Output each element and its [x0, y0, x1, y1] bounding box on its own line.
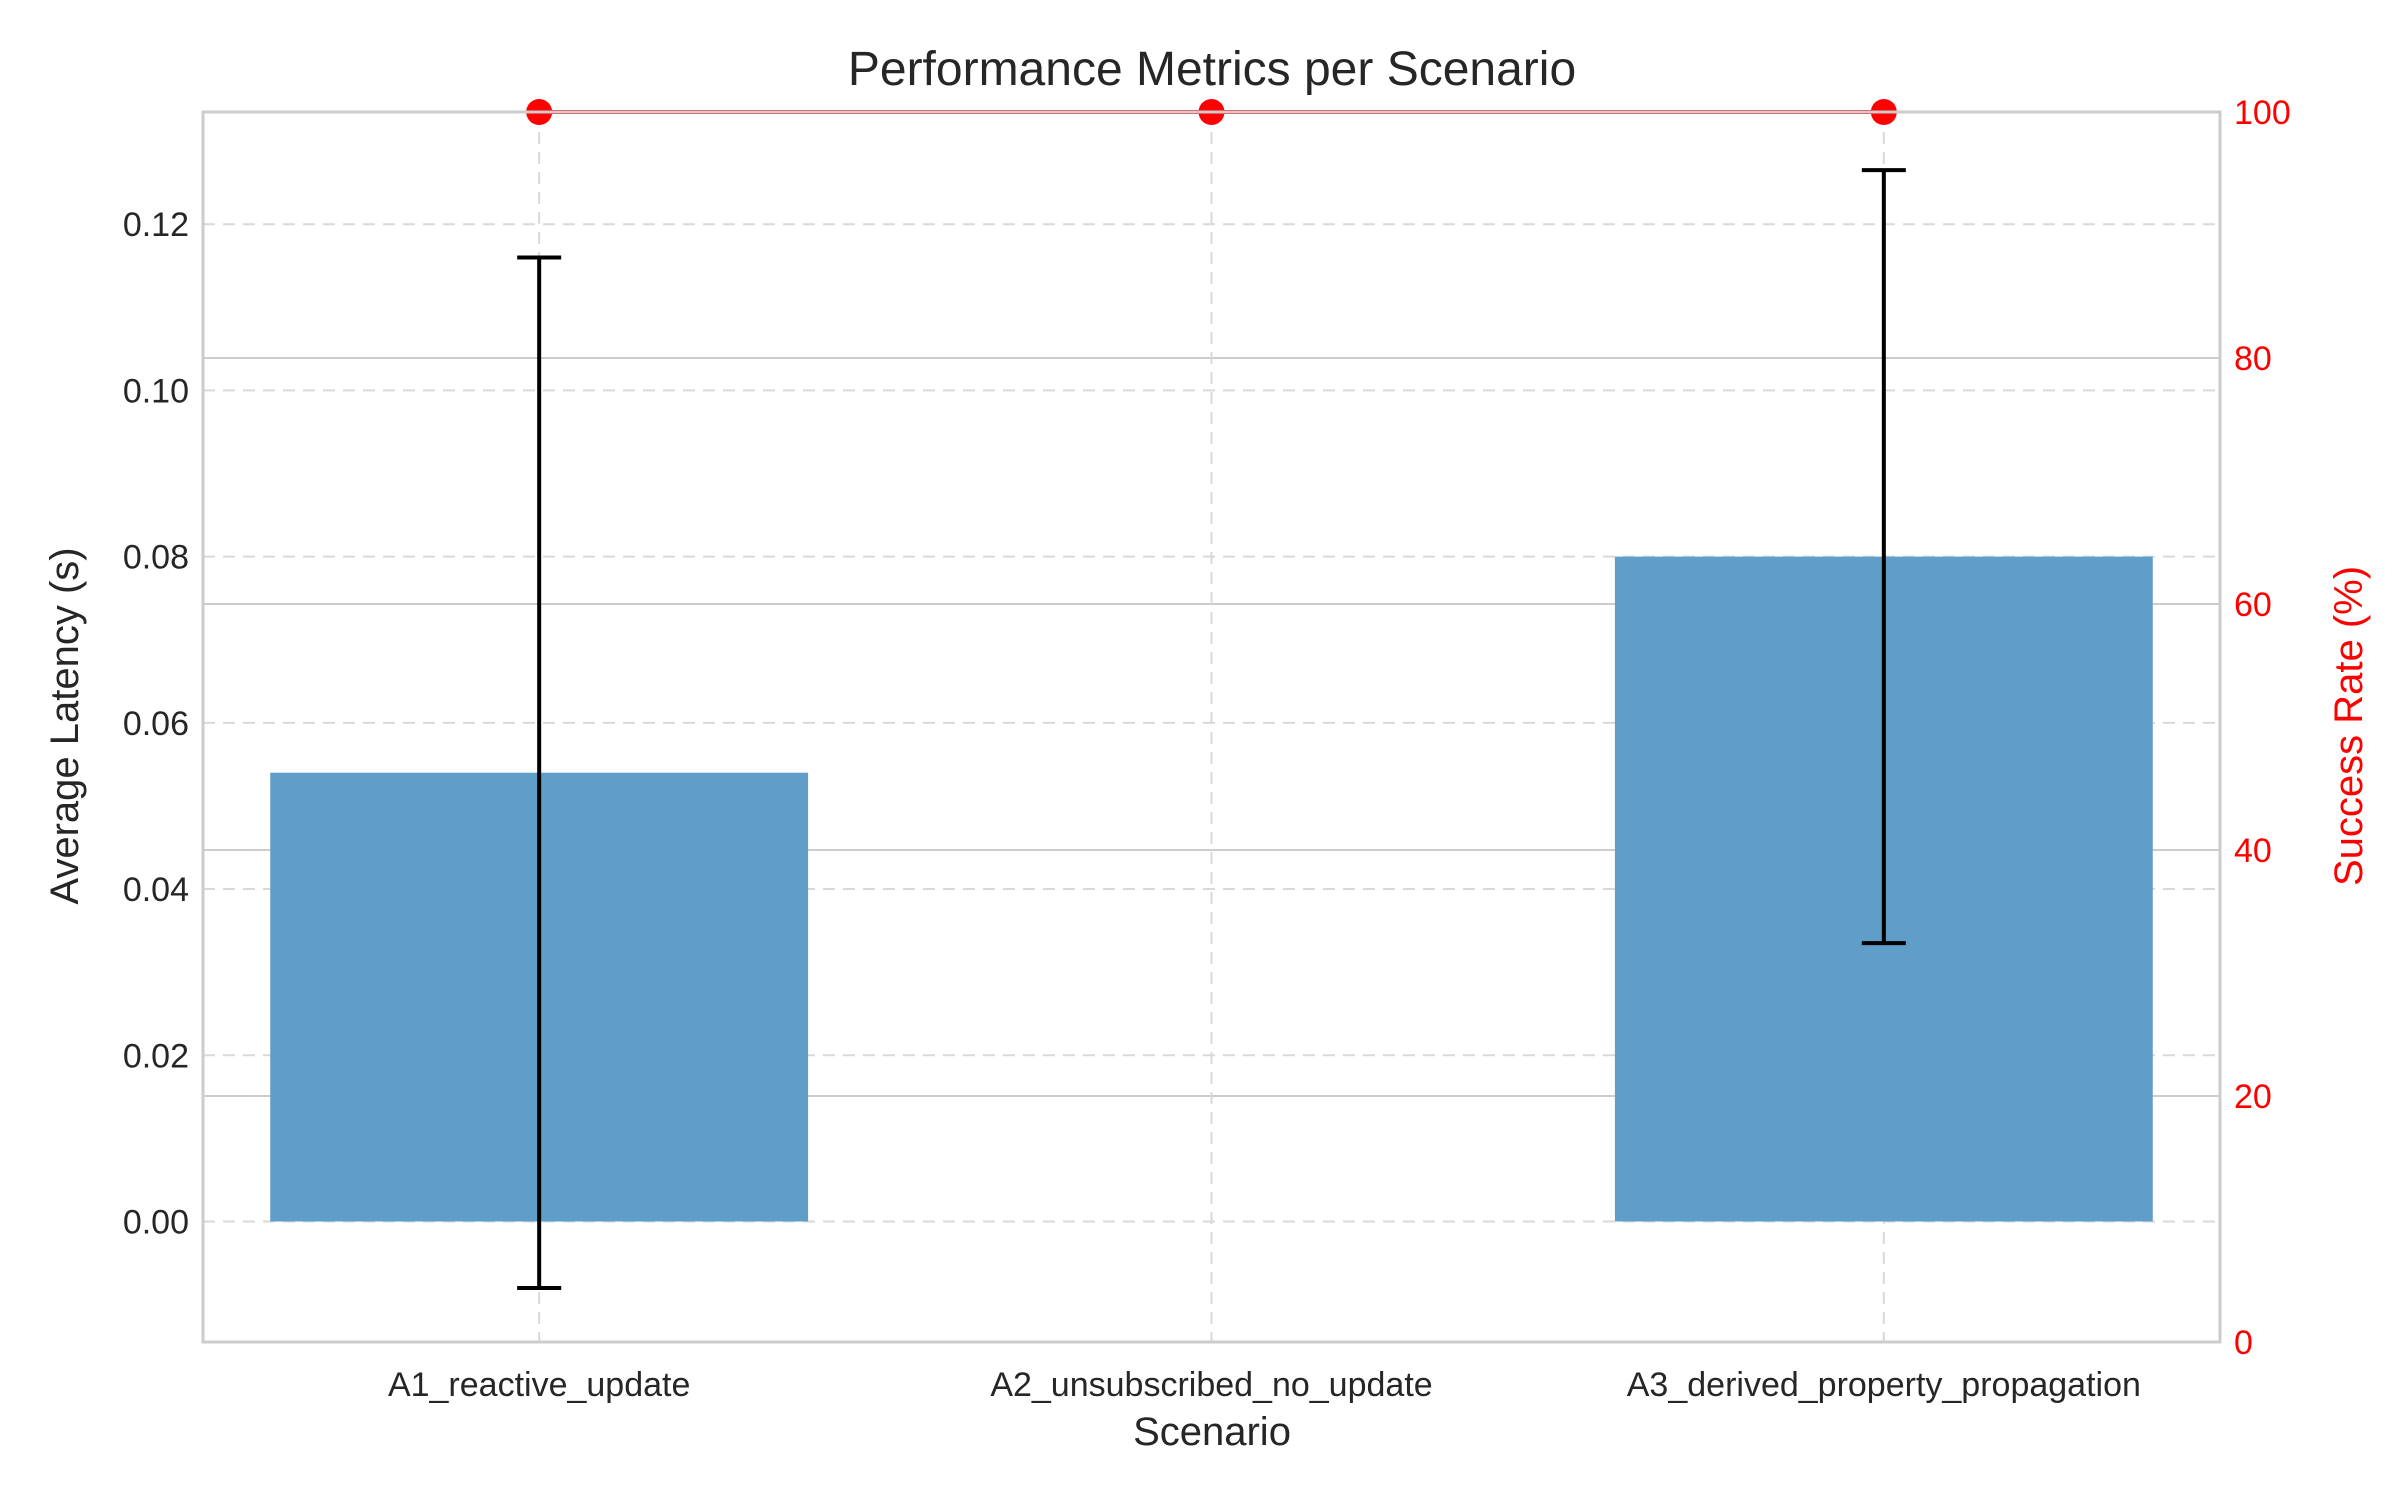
x-axis-label: Scenario: [1133, 1410, 1291, 1454]
y-tick-label: 0.12: [123, 206, 189, 244]
plot-area: 0.00 0.02 0.04 0.06 0.08 0.10 0.12 0 20 40 60 80 100…: [123, 94, 2291, 1404]
x-tick-label: A3_derived_property_propagation: [1627, 1366, 2141, 1404]
y2-axis-label: Success Rate (%): [2327, 566, 2371, 886]
y2-tick-label: 60: [2234, 586, 2272, 624]
y-tick-label: 0.08: [123, 539, 189, 577]
y2-tick-label: 80: [2234, 340, 2272, 378]
y-tick-label: 0.10: [123, 372, 189, 410]
y-tick-label: 0.00: [123, 1203, 189, 1241]
y-tick-label: 0.06: [123, 705, 189, 743]
y2-tick-label: 0: [2234, 1324, 2253, 1362]
y2-tick-label: 100: [2234, 94, 2291, 132]
y2-tick-label: 20: [2234, 1078, 2272, 1116]
x-tick-label: A1_reactive_update: [388, 1366, 690, 1404]
y-tick-label: 0.02: [123, 1037, 189, 1075]
y-tick-label: 0.04: [123, 871, 189, 909]
chart-title: Performance Metrics per Scenario: [848, 43, 1576, 96]
y2-tick-label: 40: [2234, 832, 2272, 870]
y-axis-label: Average Latency (s): [43, 547, 87, 904]
x-tick-label: A2_unsubscribed_no_update: [990, 1366, 1432, 1404]
plot-frame: [201, 110, 2222, 1344]
